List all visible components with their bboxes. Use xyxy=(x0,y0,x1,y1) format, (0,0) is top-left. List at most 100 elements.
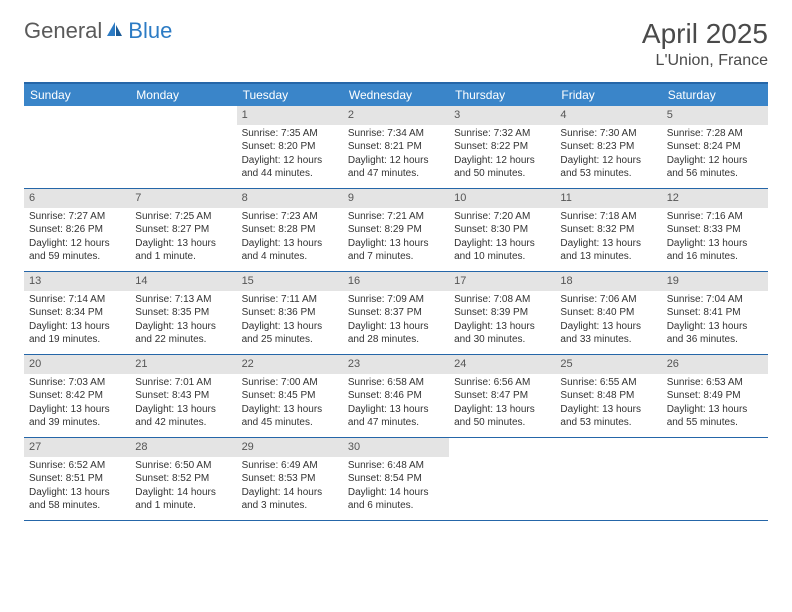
empty-cell xyxy=(662,438,768,520)
sunset-text: Sunset: 8:20 PM xyxy=(242,140,338,154)
day-cell: 12Sunrise: 7:16 AMSunset: 8:33 PMDayligh… xyxy=(662,189,768,271)
day-number: 25 xyxy=(555,355,661,374)
sunset-text: Sunset: 8:22 PM xyxy=(454,140,550,154)
logo: General Blue xyxy=(24,18,172,44)
day-cell: 29Sunrise: 6:49 AMSunset: 8:53 PMDayligh… xyxy=(237,438,343,520)
day-number: 6 xyxy=(24,189,130,208)
sunset-text: Sunset: 8:51 PM xyxy=(29,472,125,486)
day-cell: 8Sunrise: 7:23 AMSunset: 8:28 PMDaylight… xyxy=(237,189,343,271)
daylight-text: Daylight: 13 hours and 28 minutes. xyxy=(348,320,444,347)
sunrise-text: Sunrise: 7:30 AM xyxy=(560,127,656,141)
day-details: Sunrise: 7:28 AMSunset: 8:24 PMDaylight:… xyxy=(662,125,768,185)
day-number: 30 xyxy=(343,438,449,457)
day-cell: 11Sunrise: 7:18 AMSunset: 8:32 PMDayligh… xyxy=(555,189,661,271)
daylight-text: Daylight: 12 hours and 50 minutes. xyxy=(454,154,550,181)
day-number: 22 xyxy=(237,355,343,374)
sunrise-text: Sunrise: 7:28 AM xyxy=(667,127,763,141)
day-details: Sunrise: 7:03 AMSunset: 8:42 PMDaylight:… xyxy=(24,374,130,434)
sunrise-text: Sunrise: 7:27 AM xyxy=(29,210,125,224)
day-details: Sunrise: 7:35 AMSunset: 8:20 PMDaylight:… xyxy=(237,125,343,185)
sunrise-text: Sunrise: 7:00 AM xyxy=(242,376,338,390)
day-details: Sunrise: 7:13 AMSunset: 8:35 PMDaylight:… xyxy=(130,291,236,351)
day-header: Friday xyxy=(555,84,661,106)
day-cell: 21Sunrise: 7:01 AMSunset: 8:43 PMDayligh… xyxy=(130,355,236,437)
day-cell: 3Sunrise: 7:32 AMSunset: 8:22 PMDaylight… xyxy=(449,106,555,188)
sunrise-text: Sunrise: 7:09 AM xyxy=(348,293,444,307)
day-number: 11 xyxy=(555,189,661,208)
day-number: 9 xyxy=(343,189,449,208)
sunrise-text: Sunrise: 7:18 AM xyxy=(560,210,656,224)
daylight-text: Daylight: 13 hours and 42 minutes. xyxy=(135,403,231,430)
day-cell: 30Sunrise: 6:48 AMSunset: 8:54 PMDayligh… xyxy=(343,438,449,520)
daylight-text: Daylight: 13 hours and 45 minutes. xyxy=(242,403,338,430)
sunrise-text: Sunrise: 7:35 AM xyxy=(242,127,338,141)
sunset-text: Sunset: 8:52 PM xyxy=(135,472,231,486)
day-details: Sunrise: 7:11 AMSunset: 8:36 PMDaylight:… xyxy=(237,291,343,351)
day-number: 29 xyxy=(237,438,343,457)
calendar-page: General Blue April 2025 L'Union, France … xyxy=(0,0,792,539)
sunset-text: Sunset: 8:53 PM xyxy=(242,472,338,486)
day-number: 20 xyxy=(24,355,130,374)
empty-cell xyxy=(24,106,130,188)
day-details: Sunrise: 6:50 AMSunset: 8:52 PMDaylight:… xyxy=(130,457,236,517)
day-details: Sunrise: 7:14 AMSunset: 8:34 PMDaylight:… xyxy=(24,291,130,351)
day-number: 24 xyxy=(449,355,555,374)
day-details: Sunrise: 6:56 AMSunset: 8:47 PMDaylight:… xyxy=(449,374,555,434)
day-cell: 6 Sunrise: 7:27 AMSunset: 8:26 PMDaylight… xyxy=(24,189,130,271)
sunrise-text: Sunrise: 7:34 AM xyxy=(348,127,444,141)
sunset-text: Sunset: 8:33 PM xyxy=(667,223,763,237)
daylight-text: Daylight: 13 hours and 7 minutes. xyxy=(348,237,444,264)
day-cell: 23Sunrise: 6:58 AMSunset: 8:46 PMDayligh… xyxy=(343,355,449,437)
sunset-text: Sunset: 8:43 PM xyxy=(135,389,231,403)
sunset-text: Sunset: 8:37 PM xyxy=(348,306,444,320)
day-number: 17 xyxy=(449,272,555,291)
sunset-text: Sunset: 8:32 PM xyxy=(560,223,656,237)
day-header-row: SundayMondayTuesdayWednesdayThursdayFrid… xyxy=(24,84,768,106)
sunset-text: Sunset: 8:46 PM xyxy=(348,389,444,403)
day-cell: 2Sunrise: 7:34 AMSunset: 8:21 PMDaylight… xyxy=(343,106,449,188)
day-number: 23 xyxy=(343,355,449,374)
header: General Blue April 2025 L'Union, France xyxy=(24,18,768,70)
title-block: April 2025 L'Union, France xyxy=(642,18,768,70)
day-number: 5 xyxy=(662,106,768,125)
month-title: April 2025 xyxy=(642,18,768,50)
daylight-text: Daylight: 14 hours and 6 minutes. xyxy=(348,486,444,513)
daylight-text: Daylight: 13 hours and 47 minutes. xyxy=(348,403,444,430)
day-cell: 15Sunrise: 7:11 AMSunset: 8:36 PMDayligh… xyxy=(237,272,343,354)
day-number: 3 xyxy=(449,106,555,125)
day-cell: 25Sunrise: 6:55 AMSunset: 8:48 PMDayligh… xyxy=(555,355,661,437)
daylight-text: Daylight: 13 hours and 1 minute. xyxy=(135,237,231,264)
day-number: 13 xyxy=(24,272,130,291)
daylight-text: Daylight: 13 hours and 10 minutes. xyxy=(454,237,550,264)
daylight-text: Daylight: 14 hours and 1 minute. xyxy=(135,486,231,513)
sunset-text: Sunset: 8:35 PM xyxy=(135,306,231,320)
sunrise-text: Sunrise: 7:11 AM xyxy=(242,293,338,307)
sunset-text: Sunset: 8:42 PM xyxy=(29,389,125,403)
sunrise-text: Sunrise: 6:56 AM xyxy=(454,376,550,390)
sunrise-text: Sunrise: 6:48 AM xyxy=(348,459,444,473)
sunrise-text: Sunrise: 6:49 AM xyxy=(242,459,338,473)
day-number: 2 xyxy=(343,106,449,125)
daylight-text: Daylight: 13 hours and 39 minutes. xyxy=(29,403,125,430)
day-details: Sunrise: 7:25 AMSunset: 8:27 PMDaylight:… xyxy=(130,208,236,268)
daylight-text: Daylight: 13 hours and 30 minutes. xyxy=(454,320,550,347)
sunrise-text: Sunrise: 7:04 AM xyxy=(667,293,763,307)
day-details: Sunrise: 7:06 AMSunset: 8:40 PMDaylight:… xyxy=(555,291,661,351)
sunset-text: Sunset: 8:26 PM xyxy=(29,223,125,237)
day-header: Monday xyxy=(130,84,236,106)
daylight-text: Daylight: 12 hours and 59 minutes. xyxy=(29,237,125,264)
day-cell: 9Sunrise: 7:21 AMSunset: 8:29 PMDaylight… xyxy=(343,189,449,271)
weeks-container: 1Sunrise: 7:35 AMSunset: 8:20 PMDaylight… xyxy=(24,106,768,521)
daylight-text: Daylight: 12 hours and 56 minutes. xyxy=(667,154,763,181)
sunset-text: Sunset: 8:34 PM xyxy=(29,306,125,320)
sunrise-text: Sunrise: 7:13 AM xyxy=(135,293,231,307)
day-cell: 28Sunrise: 6:50 AMSunset: 8:52 PMDayligh… xyxy=(130,438,236,520)
empty-cell xyxy=(555,438,661,520)
daylight-text: Daylight: 13 hours and 33 minutes. xyxy=(560,320,656,347)
daylight-text: Daylight: 13 hours and 25 minutes. xyxy=(242,320,338,347)
logo-text-general: General xyxy=(24,18,102,44)
day-header: Tuesday xyxy=(237,84,343,106)
day-number: 16 xyxy=(343,272,449,291)
day-details: Sunrise: 7:08 AMSunset: 8:39 PMDaylight:… xyxy=(449,291,555,351)
day-details: Sunrise: 7:20 AMSunset: 8:30 PMDaylight:… xyxy=(449,208,555,268)
